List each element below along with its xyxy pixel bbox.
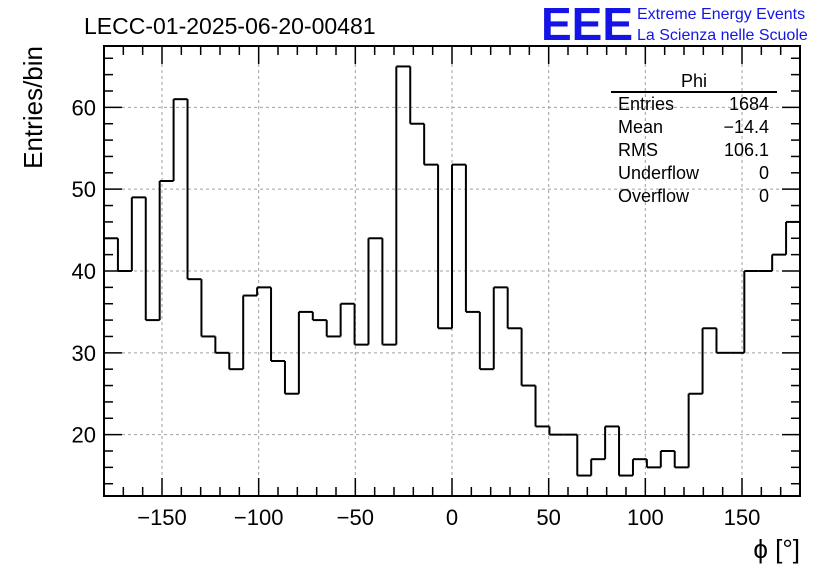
stats-label: Overflow (618, 186, 690, 206)
stats-box-title: Phi (681, 71, 707, 91)
x-tick-label: 150 (724, 505, 761, 530)
eee-logo: EEE Extreme Energy Events La Scienza nel… (541, 0, 808, 50)
x-tick-label: 50 (536, 505, 560, 530)
stats-label: Mean (618, 117, 663, 137)
stats-value: 106.1 (724, 140, 769, 160)
stats-box: Phi Entries 1684 Mean −14.4 RMS 106.1 Underflo… (611, 71, 777, 206)
stats-value: 0 (759, 163, 769, 183)
y-tick-label: 40 (72, 259, 96, 284)
stats-rows: Entries 1684 Mean −14.4 RMS 106.1 Underflow 0 Ov… (618, 94, 769, 206)
stats-value: −14.4 (723, 117, 769, 137)
histogram-series (104, 65, 800, 477)
y-tick-label: 30 (72, 341, 96, 366)
y-axis-title: Entries/bin (18, 46, 48, 169)
stats-label: RMS (618, 140, 658, 160)
tick-labels: −150 −100 −50 0 50 100 150 20 30 40 50 60 (72, 95, 761, 530)
x-tick-label: −100 (234, 505, 284, 530)
x-tick-label: 100 (627, 505, 664, 530)
x-tick-label: −50 (337, 505, 374, 530)
y-tick-label: 20 (72, 423, 96, 448)
logo-line-2: La Scienza nelle Scuole (637, 27, 808, 44)
chart-title: LECC-01-2025-06-20-00481 (84, 13, 376, 39)
stats-value: 1684 (729, 94, 769, 114)
x-tick-label: 0 (446, 505, 458, 530)
eee-logo-mark: EEE (541, 0, 633, 50)
x-axis-title: ϕ [°] (753, 534, 800, 564)
stats-label: Entries (618, 94, 674, 114)
y-tick-label: 60 (72, 95, 96, 120)
axis-ticks (103, 46, 801, 496)
x-tick-label: −150 (137, 505, 187, 530)
logo-line-1: Extreme Energy Events (637, 6, 805, 23)
y-tick-label: 50 (72, 177, 96, 202)
stats-label: Underflow (618, 163, 700, 183)
stats-value: 0 (759, 186, 769, 206)
